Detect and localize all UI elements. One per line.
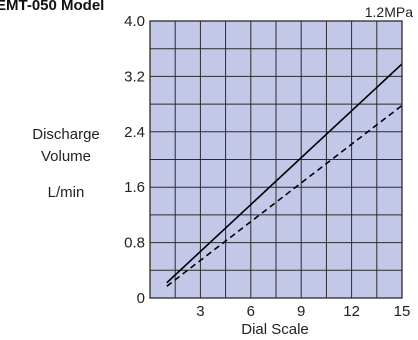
x-tick-label: 6 [247, 303, 255, 320]
chart-title: EMT-050 Model [0, 0, 104, 14]
series-lines [166, 63, 403, 287]
y-tick-label: 1.6 [124, 179, 145, 196]
y-tick-label: 2.4 [124, 124, 145, 141]
x-tick-label: 15 [394, 303, 411, 320]
y-tick-label: 3.2 [124, 68, 145, 85]
y-axis-label-line-2: Volume [41, 148, 91, 165]
y-axis-label-line-1: Discharge [32, 126, 100, 143]
y-axis-unit: L/min [48, 184, 85, 201]
x-axis-label: Dial Scale [241, 321, 309, 338]
plot-border [149, 20, 403, 299]
y-tick-label: 0 [137, 290, 145, 307]
y-tick-label: 0.8 [124, 235, 145, 252]
x-tick-label: 3 [196, 303, 204, 320]
series-line-solid [166, 63, 403, 284]
grid-lines [150, 21, 402, 298]
tick-labels: 3 6 9 12 15 0 0.8 1.6 2.4 3.2 4.0 [124, 13, 410, 320]
pressure-label: 1.2MPa [365, 4, 413, 20]
x-tick-label: 9 [297, 303, 305, 320]
x-tick-label: 12 [343, 303, 360, 320]
y-tick-label: 4.0 [124, 13, 145, 30]
